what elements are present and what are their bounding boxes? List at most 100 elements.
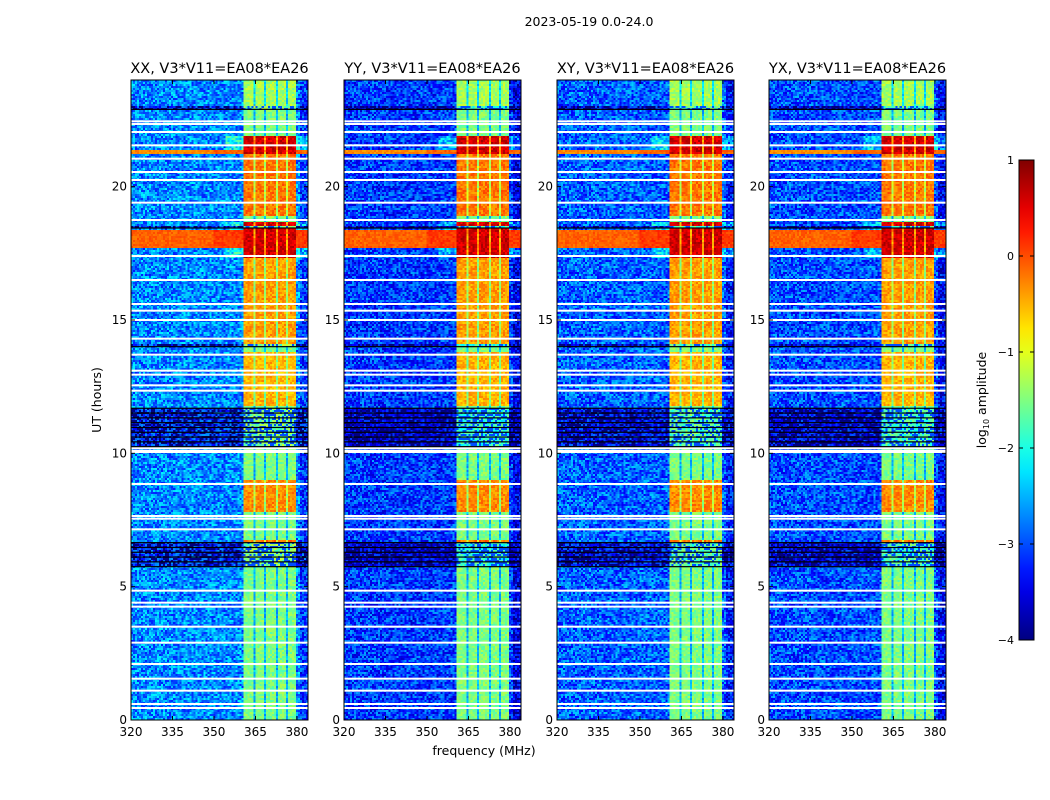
flagged-row [344, 171, 521, 173]
dark-row [344, 446, 521, 448]
x-tick-label: 350 [841, 725, 864, 739]
flagged-row [769, 123, 946, 125]
x-tick-label: 350 [416, 725, 439, 739]
flagged-row [131, 483, 308, 485]
flagged-row [769, 279, 946, 281]
dark-row [769, 551, 946, 553]
flagged-row [131, 625, 308, 628]
flagged-row [344, 451, 521, 453]
flagged-row [557, 483, 734, 485]
panel-yy: YY, V3*V11=EA08*EA26 320 335 350 365 380 0 5 10 1… [325, 61, 522, 739]
flagged-row [769, 589, 946, 592]
dark-row [131, 546, 308, 549]
dark-row [557, 446, 734, 448]
dark-row [344, 441, 521, 443]
x-tick-label: 320 [120, 725, 143, 739]
flagged-row [557, 451, 734, 453]
flagged-row [557, 279, 734, 281]
dark-row [557, 561, 734, 563]
flagged-row [131, 389, 308, 392]
flagged-row [131, 384, 308, 387]
dark-row [769, 227, 946, 229]
flagged-row [557, 449, 734, 452]
flagged-row [344, 201, 521, 204]
flagged-row [557, 517, 734, 520]
y-tick-label: 5 [332, 580, 340, 594]
flagged-row [131, 319, 308, 321]
panel-title: YX, V3*V11=EA08*EA26 [768, 61, 946, 77]
colorbar-tick-label: −3 [998, 538, 1014, 551]
y-tick-label: 20 [112, 180, 127, 194]
flagged-row [344, 303, 521, 305]
flagged-row [344, 589, 521, 592]
dark-row [344, 542, 521, 544]
dark-row [769, 407, 946, 409]
flagged-row [769, 171, 946, 173]
flagged-row [131, 309, 308, 312]
dark-row [769, 446, 946, 448]
flagged-row [769, 703, 946, 705]
colorbar-tick-label: −4 [998, 634, 1014, 647]
dark-row [344, 556, 521, 558]
dark-row [131, 561, 308, 563]
y-tick-label: 5 [119, 580, 127, 594]
flagged-row [131, 689, 308, 692]
dark-row [769, 417, 946, 419]
flagged-row [769, 641, 946, 644]
flagged-row [557, 447, 734, 449]
flagged-row [557, 689, 734, 692]
flagged-row [131, 303, 308, 305]
dark-row [557, 422, 734, 424]
dark-row [344, 546, 521, 549]
flagged-row [769, 319, 946, 321]
dark-row [344, 412, 521, 414]
flagged-row [344, 120, 521, 123]
y-tick-label: 5 [545, 580, 553, 594]
x-tick-label: 335 [587, 725, 610, 739]
dark-row [131, 436, 308, 438]
flagged-row [557, 319, 734, 321]
flagged-row [557, 255, 734, 257]
panel-frame [343, 79, 522, 721]
flagged-row [769, 447, 946, 449]
dark-row [344, 431, 521, 433]
flagged-row [769, 120, 946, 123]
flagged-row [344, 353, 521, 356]
y-tick-label: 0 [332, 713, 340, 727]
panel-frame [130, 79, 309, 721]
flagged-row [557, 677, 734, 680]
flagged-row [344, 517, 521, 520]
x-tick-label: 320 [333, 725, 356, 739]
flagged-row [557, 171, 734, 173]
flagged-row [131, 373, 308, 376]
flagged-row [344, 677, 521, 680]
dark-row [769, 426, 946, 429]
panel-xy: XY, V3*V11=EA08*EA26 320 335 350 365 380 0 5 10 1… [538, 61, 735, 739]
flagged-row [769, 528, 946, 531]
dark-row [131, 441, 308, 443]
flagged-row [131, 369, 308, 372]
x-tick-label: 380 [711, 725, 734, 739]
dark-row [769, 546, 946, 549]
flagged-row [131, 131, 308, 133]
flagged-row [131, 703, 308, 705]
dark-row [344, 551, 521, 553]
dark-row [344, 108, 521, 110]
colorbar-tick-label: −2 [998, 442, 1014, 455]
flagged-row [344, 449, 521, 452]
flagged-row [344, 605, 521, 608]
dark-row [557, 441, 734, 443]
flagged-row [131, 201, 308, 204]
dark-row [131, 551, 308, 553]
dark-row [769, 431, 946, 433]
flagged-row [769, 389, 946, 392]
flagged-row [344, 515, 521, 517]
flagged-row [344, 309, 521, 312]
dark-row [557, 412, 734, 414]
flagged-row [131, 515, 308, 517]
flagged-row [131, 123, 308, 125]
flagged-row [131, 451, 308, 453]
flagged-row [344, 319, 521, 321]
dark-row [131, 407, 308, 409]
panel-title: YY, V3*V11=EA08*EA26 [343, 61, 520, 77]
